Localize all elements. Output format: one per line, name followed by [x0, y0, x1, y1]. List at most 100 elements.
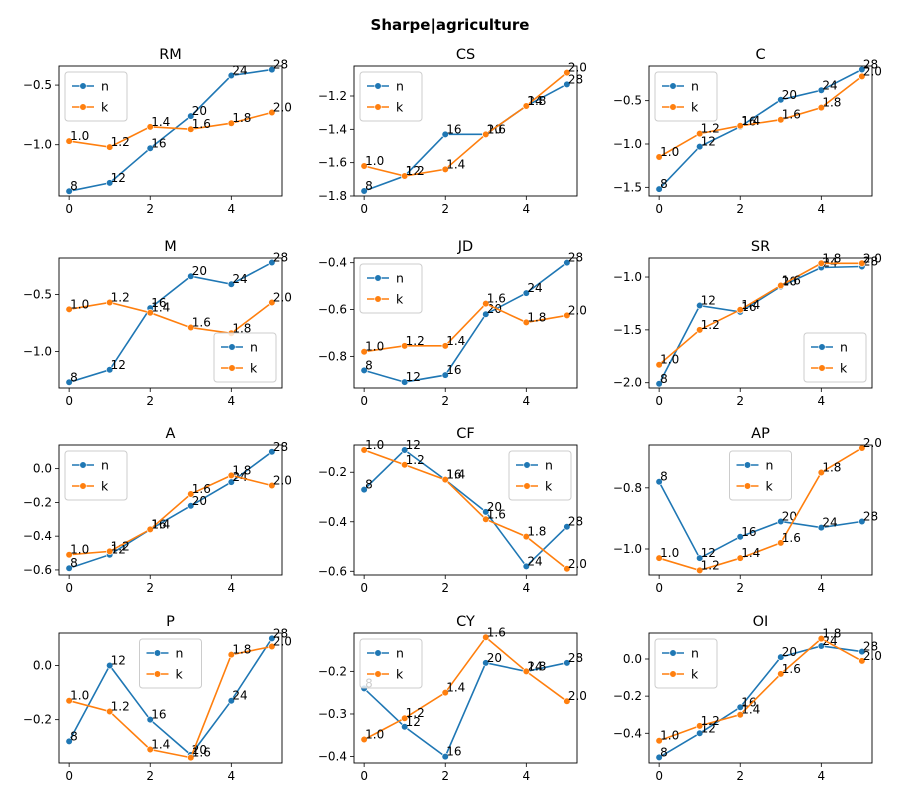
subplot-title: CS — [456, 47, 475, 63]
legend-marker-n — [743, 461, 752, 469]
series-line-k — [658, 447, 863, 572]
legend-marker-k — [374, 295, 382, 303]
legend-box — [64, 71, 128, 122]
data-label-n: 20 — [782, 645, 797, 659]
data-point-n — [482, 508, 490, 516]
data-label-k: 1.4 — [151, 115, 170, 129]
y-tick-label: −1.0 — [613, 542, 642, 556]
data-point-n — [655, 478, 663, 486]
series-line-k — [68, 301, 273, 335]
data-label-n: 8 — [365, 179, 373, 193]
data-label-n: 8 — [70, 729, 78, 743]
x-tick-label: 4 — [817, 581, 825, 595]
data-point-k — [268, 642, 276, 651]
data-label-n: 8 — [70, 179, 78, 193]
data-label-n: 24 — [822, 516, 837, 530]
axes-frame — [353, 632, 578, 764]
data-label-k: 1.8 — [822, 627, 841, 641]
data-point-k — [65, 551, 73, 559]
data-label-n: 24 — [527, 94, 542, 108]
y-tick-label: −0.4 — [318, 256, 347, 270]
data-point-n — [65, 378, 73, 386]
y-tick-label: 0.0 — [33, 659, 52, 673]
series-line-n — [658, 645, 863, 759]
data-label-k: 1.8 — [527, 94, 546, 108]
data-label-n: 12 — [111, 358, 126, 372]
data-label-k: 1.8 — [232, 463, 251, 477]
data-label-n: 28 — [863, 57, 878, 71]
series-line-k — [363, 636, 568, 741]
data-label-n: 12 — [111, 543, 126, 557]
data-point-k — [736, 122, 744, 130]
x-tick-label: 0 — [360, 394, 368, 408]
data-label-k: 1.8 — [232, 321, 251, 335]
legend-label-k: k — [101, 479, 109, 494]
x-tick-label: 4 — [817, 769, 825, 783]
legend-label-n: n — [250, 340, 258, 355]
legend-marker-n — [153, 649, 162, 657]
data-point-k — [360, 348, 368, 356]
data-label-n: 16 — [151, 708, 166, 722]
subplot-title: SR — [751, 239, 770, 255]
data-point-k — [736, 711, 744, 719]
data-point-k — [482, 300, 490, 308]
y-tick-label: −0.4 — [23, 529, 52, 543]
legend-marker-n — [374, 274, 382, 282]
data-label-k: 1.2 — [701, 714, 720, 728]
data-label-n: 12 — [111, 171, 126, 185]
data-point-k — [858, 72, 866, 80]
x-tick-label: 0 — [360, 581, 368, 595]
data-label-k: 1.6 — [192, 746, 211, 760]
data-label-n: 28 — [568, 651, 583, 665]
y-tick-label: −0.5 — [613, 94, 642, 108]
legend: nk — [64, 71, 128, 122]
x-tick-label: 4 — [522, 769, 530, 783]
data-label-k: 1.4 — [446, 681, 465, 695]
data-point-k — [187, 490, 195, 498]
data-label-n: 8 — [70, 370, 78, 384]
data-point-k — [696, 326, 704, 334]
legend-box — [654, 71, 718, 122]
legend-label-k: k — [176, 667, 184, 682]
data-label-k: 1.6 — [192, 117, 211, 131]
y-tick-label: −0.5 — [23, 78, 52, 92]
data-label-k: 2.0 — [863, 436, 882, 450]
y-tick-label: −0.6 — [318, 303, 347, 317]
data-point-k — [563, 69, 571, 77]
data-label-n: 8 — [660, 745, 668, 759]
legend-marker-k — [79, 103, 87, 111]
data-label-n: 12 — [701, 294, 716, 308]
legend-label-k: k — [691, 667, 699, 682]
axes-frame — [648, 632, 873, 764]
data-point-k — [106, 707, 114, 716]
data-point-k — [187, 323, 195, 332]
legend-box — [139, 638, 202, 689]
data-point-k — [65, 137, 73, 145]
series-line-k — [68, 645, 273, 759]
data-label-k: 1.2 — [111, 700, 130, 714]
legend-label-n: n — [545, 458, 553, 473]
legend-label-n: n — [396, 646, 404, 661]
legend-label-n: n — [766, 458, 774, 473]
data-label-k: 1.2 — [701, 318, 720, 332]
y-tick-label: −1.0 — [613, 137, 642, 151]
y-tick-label: 0.0 — [623, 652, 642, 666]
legend: nk — [64, 450, 128, 501]
axes-frame — [58, 257, 283, 389]
data-label-n: 16 — [446, 468, 461, 482]
legend-box — [213, 332, 277, 383]
data-point-n — [696, 143, 704, 151]
data-label-n: 24 — [527, 554, 542, 568]
data-point-n — [777, 96, 785, 104]
legend-label-k: k — [545, 479, 553, 494]
series-line-n — [658, 265, 862, 385]
legend: nk — [654, 638, 718, 689]
data-point-n — [482, 659, 490, 667]
data-point-n — [360, 485, 368, 494]
data-point-k — [655, 361, 663, 369]
data-point-k — [227, 651, 235, 659]
axes-frame — [648, 444, 873, 576]
y-tick-label: −0.4 — [318, 750, 347, 764]
x-tick-label: 2 — [146, 769, 154, 783]
